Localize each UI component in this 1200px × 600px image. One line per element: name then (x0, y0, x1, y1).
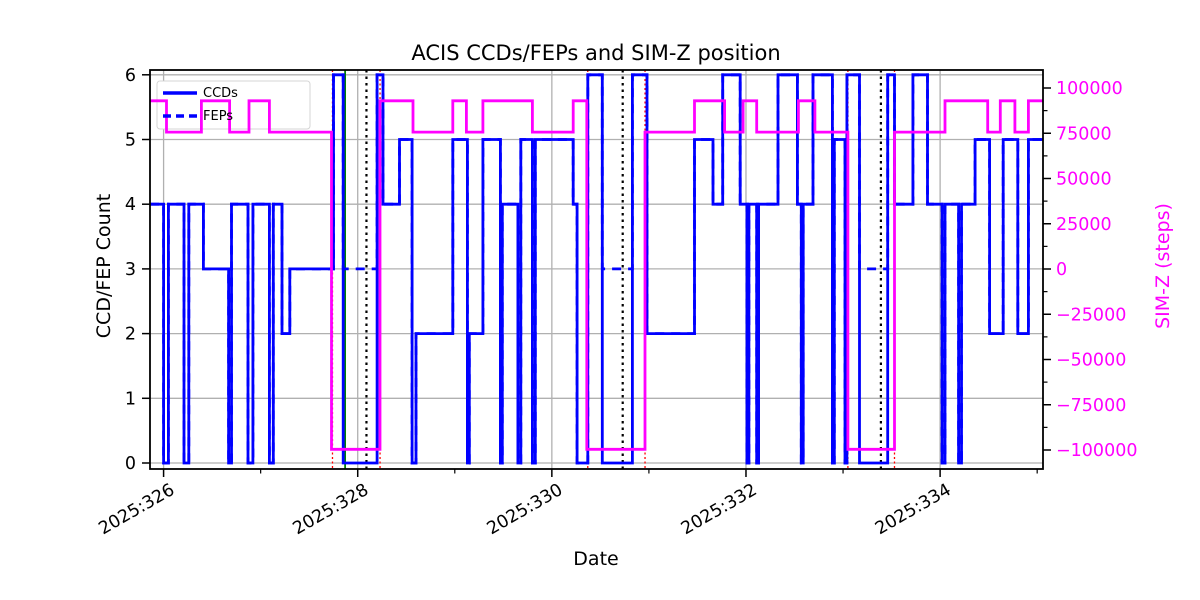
y-axis-label-right: SIM-Z (steps) (1152, 203, 1174, 329)
y-right-tick-label: 75000 (1056, 124, 1112, 144)
ccds-line (150, 73, 1043, 465)
y-right-tick-label: −50000 (1056, 351, 1126, 371)
x-tick-label: 2025:332 (678, 480, 761, 539)
y-left-tick-label: 2 (125, 325, 136, 345)
y-right-tick-label: −25000 (1056, 305, 1126, 325)
x-tick-label: 2025:330 (484, 480, 567, 539)
legend-label-ccds: CCDs (203, 86, 238, 101)
x-axis-label: Date (573, 548, 619, 570)
y-axis-label-left: CCD/FEP Count (93, 193, 115, 339)
y-left-tick-label: 6 (125, 66, 136, 86)
y-left-tick-label: 4 (125, 195, 136, 215)
chart-title: ACIS CCDs/FEPs and SIM-Z position (411, 41, 781, 65)
y-right-tick-label: 0 (1056, 260, 1067, 280)
simz-line (150, 99, 1043, 451)
y-right-tick-label: 25000 (1056, 215, 1112, 235)
y-right-tick-label: −100000 (1056, 441, 1137, 461)
y-right-tick-label: 100000 (1056, 79, 1123, 99)
x-tick-label: 2025:334 (872, 480, 955, 539)
y-left-tick-label: 5 (125, 131, 136, 151)
y-left-tick-label: 1 (125, 389, 136, 409)
y-right-tick-label: −75000 (1056, 396, 1126, 416)
legend-label-feps: FEPs (203, 109, 234, 124)
y-right-tick-label: 50000 (1056, 170, 1112, 190)
x-tick-label: 2025:326 (95, 480, 178, 539)
y-left-tick-label: 3 (125, 260, 136, 280)
y-left-tick-label: 0 (125, 454, 136, 474)
x-tick-label: 2025:328 (290, 480, 373, 539)
